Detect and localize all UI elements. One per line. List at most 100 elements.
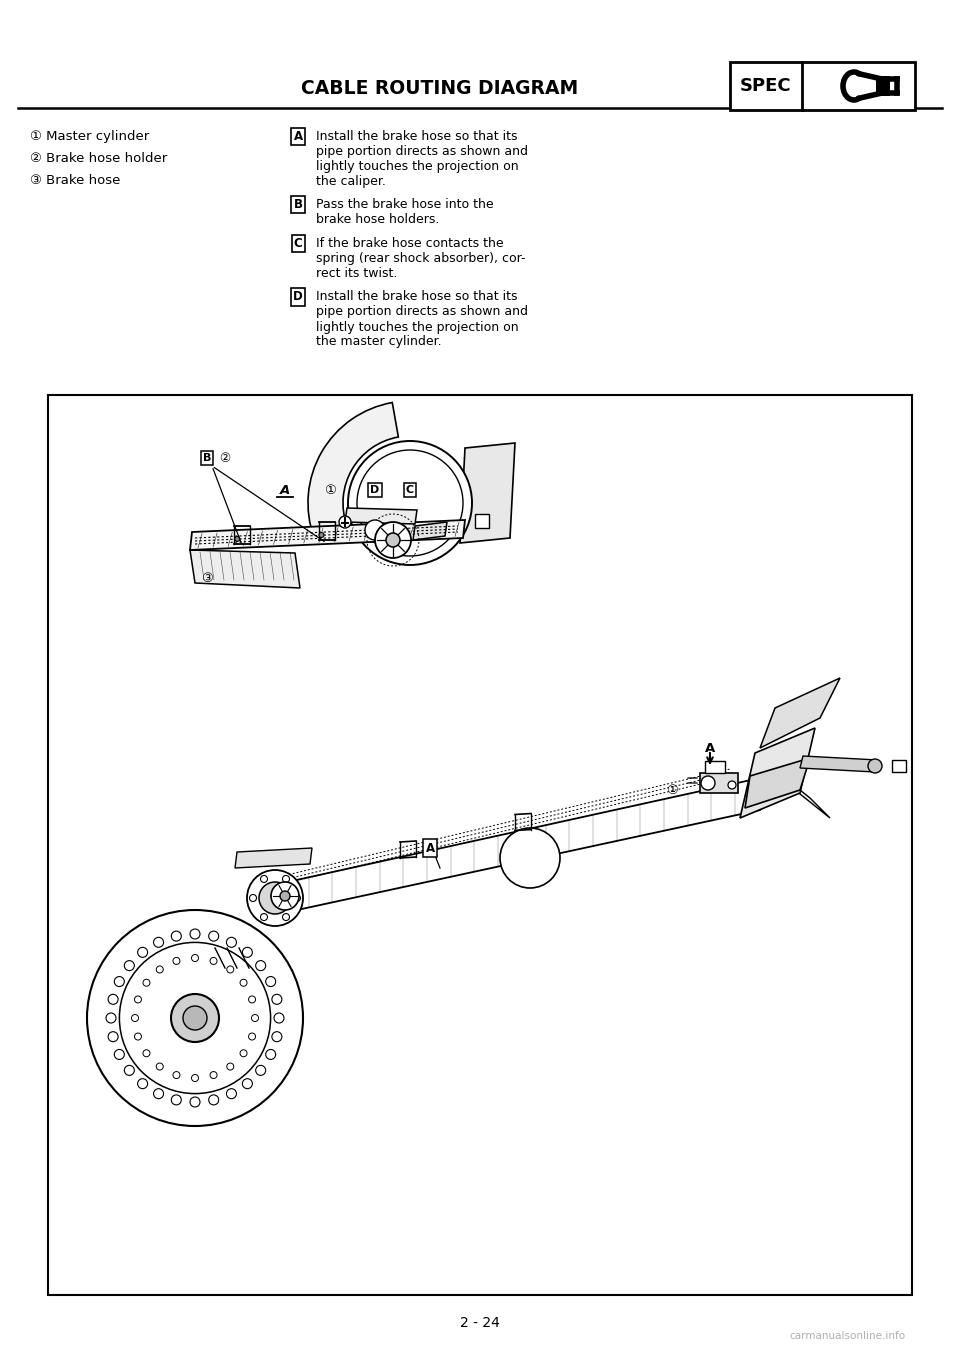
Polygon shape xyxy=(260,778,760,918)
Circle shape xyxy=(156,1063,163,1070)
Circle shape xyxy=(240,979,247,986)
Circle shape xyxy=(339,516,351,528)
Circle shape xyxy=(282,914,290,921)
Circle shape xyxy=(242,948,252,957)
Text: If the brake hose contacts the
spring (rear shock absorber), cor-
rect its twist: If the brake hose contacts the spring (r… xyxy=(316,238,525,280)
Circle shape xyxy=(252,1014,258,1021)
Bar xyxy=(475,513,489,528)
Circle shape xyxy=(272,1032,282,1042)
Polygon shape xyxy=(413,521,447,540)
Circle shape xyxy=(260,914,268,921)
Bar xyxy=(730,62,915,110)
Circle shape xyxy=(227,937,236,948)
Circle shape xyxy=(375,521,411,558)
Polygon shape xyxy=(215,925,292,989)
Text: C: C xyxy=(406,485,414,496)
Text: CABLE ROUTING DIAGRAM: CABLE ROUTING DIAGRAM xyxy=(301,79,579,98)
Circle shape xyxy=(255,960,266,971)
Circle shape xyxy=(106,1013,116,1023)
Circle shape xyxy=(227,966,234,972)
Circle shape xyxy=(125,1066,134,1076)
Text: ③ Brake hose: ③ Brake hose xyxy=(30,174,120,187)
Text: ②: ② xyxy=(220,451,230,464)
Polygon shape xyxy=(345,508,417,524)
Circle shape xyxy=(171,994,219,1042)
Circle shape xyxy=(154,937,163,948)
Circle shape xyxy=(701,775,715,790)
Polygon shape xyxy=(235,847,312,868)
Text: A: A xyxy=(280,483,290,497)
Circle shape xyxy=(247,870,303,926)
Circle shape xyxy=(210,1071,217,1078)
Polygon shape xyxy=(745,758,810,808)
Circle shape xyxy=(173,957,180,964)
Text: Install the brake hose so that its
pipe portion directs as shown and
lightly tou: Install the brake hose so that its pipe … xyxy=(316,291,528,349)
Circle shape xyxy=(250,895,256,902)
Text: ①: ① xyxy=(666,784,678,797)
Circle shape xyxy=(114,1050,124,1059)
Circle shape xyxy=(259,881,291,914)
Text: Pass the brake hose into the
brake hose holders.: Pass the brake hose into the brake hose … xyxy=(316,198,493,225)
Circle shape xyxy=(386,532,400,547)
Polygon shape xyxy=(180,933,268,972)
Circle shape xyxy=(294,895,300,902)
Circle shape xyxy=(227,1063,234,1070)
Circle shape xyxy=(280,891,290,900)
Circle shape xyxy=(242,1078,252,1089)
Circle shape xyxy=(266,976,276,986)
Circle shape xyxy=(191,1074,199,1081)
Circle shape xyxy=(272,994,282,1005)
Circle shape xyxy=(255,1066,266,1076)
Circle shape xyxy=(125,960,134,971)
Polygon shape xyxy=(190,520,465,550)
Text: A: A xyxy=(425,842,435,854)
Text: 2 - 24: 2 - 24 xyxy=(460,1316,500,1329)
Circle shape xyxy=(191,955,199,961)
Text: A: A xyxy=(294,130,302,143)
Circle shape xyxy=(271,881,299,910)
Circle shape xyxy=(183,1006,207,1029)
Circle shape xyxy=(154,1089,163,1099)
Polygon shape xyxy=(760,758,830,818)
Circle shape xyxy=(274,1013,284,1023)
Circle shape xyxy=(87,910,303,1126)
Text: SPEC: SPEC xyxy=(740,77,792,95)
Circle shape xyxy=(132,1014,138,1021)
Text: C: C xyxy=(294,238,302,250)
Polygon shape xyxy=(460,443,515,543)
Circle shape xyxy=(235,536,240,542)
Text: D: D xyxy=(371,485,379,496)
Circle shape xyxy=(173,1071,180,1078)
Circle shape xyxy=(728,781,736,789)
Circle shape xyxy=(208,1095,219,1105)
Circle shape xyxy=(171,932,181,941)
Polygon shape xyxy=(740,728,815,818)
Bar xyxy=(705,760,725,773)
Polygon shape xyxy=(760,678,840,748)
Circle shape xyxy=(249,1033,255,1040)
Bar xyxy=(876,76,890,96)
Circle shape xyxy=(137,1078,148,1089)
Circle shape xyxy=(134,995,141,1004)
Text: ② Brake hose holder: ② Brake hose holder xyxy=(30,152,167,166)
Circle shape xyxy=(114,976,124,986)
Text: carmanualsonline.info: carmanualsonline.info xyxy=(789,1331,905,1340)
Circle shape xyxy=(227,1089,236,1099)
Circle shape xyxy=(108,994,118,1005)
Circle shape xyxy=(249,995,255,1004)
Bar xyxy=(48,395,912,1296)
Text: Install the brake hose so that its
pipe portion directs as shown and
lightly tou: Install the brake hose so that its pipe … xyxy=(316,130,528,187)
Circle shape xyxy=(365,520,385,540)
Circle shape xyxy=(143,1050,150,1057)
Circle shape xyxy=(319,532,324,538)
Text: B: B xyxy=(203,454,211,463)
Text: ①: ① xyxy=(324,483,336,497)
Circle shape xyxy=(348,441,472,565)
Circle shape xyxy=(190,929,200,938)
Circle shape xyxy=(134,1033,141,1040)
Text: ① Master cylinder: ① Master cylinder xyxy=(30,130,149,143)
Circle shape xyxy=(868,759,882,773)
Circle shape xyxy=(108,1032,118,1042)
Circle shape xyxy=(266,1050,276,1059)
Circle shape xyxy=(190,1097,200,1107)
